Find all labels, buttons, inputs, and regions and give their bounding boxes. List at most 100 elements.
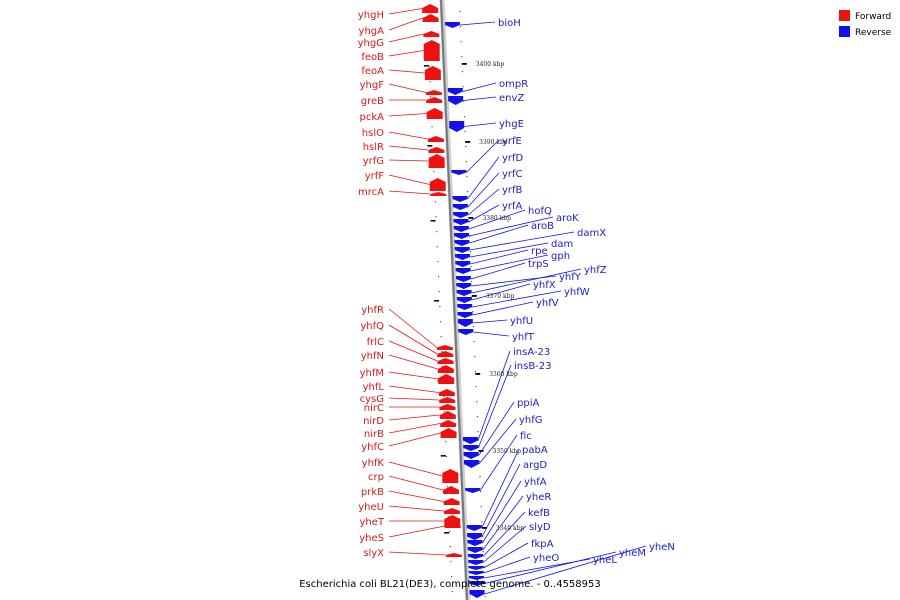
reverse-gene-label[interactable]: bioH: [498, 18, 521, 29]
reverse-gene-block[interactable]: [468, 566, 484, 570]
forward-gene-block[interactable]: [438, 374, 455, 384]
forward-gene-label[interactable]: yhgF: [360, 80, 385, 91]
reverse-gene-label[interactable]: kefB: [528, 508, 550, 519]
reverse-gene-block[interactable]: [467, 547, 483, 553]
forward-gene-block[interactable]: [440, 420, 457, 427]
forward-gene-label[interactable]: yheS: [359, 533, 384, 544]
reverse-gene-label[interactable]: yhfU: [510, 316, 533, 327]
reverse-gene-block[interactable]: [462, 437, 478, 444]
reverse-gene-block[interactable]: [451, 170, 467, 175]
reverse-gene-block[interactable]: [467, 533, 483, 540]
forward-gene-label[interactable]: yhgH: [358, 10, 384, 21]
forward-gene-block[interactable]: [423, 31, 440, 37]
forward-gene-block[interactable]: [444, 515, 461, 527]
reverse-gene-label[interactable]: yhfA: [524, 477, 547, 488]
reverse-gene-block[interactable]: [447, 88, 463, 95]
reverse-gene-label[interactable]: yhfV: [536, 298, 559, 309]
forward-gene-block[interactable]: [439, 397, 456, 403]
reverse-gene-block[interactable]: [463, 452, 479, 459]
forward-gene-block[interactable]: [437, 351, 454, 357]
forward-gene-label[interactable]: frlC: [367, 337, 384, 348]
forward-gene-block[interactable]: [429, 178, 446, 191]
reverse-gene-label[interactable]: yrfB: [502, 185, 523, 196]
forward-gene-block[interactable]: [445, 553, 462, 557]
reverse-gene-block[interactable]: [457, 312, 473, 318]
forward-gene-label[interactable]: yheT: [359, 517, 384, 528]
forward-gene-block[interactable]: [436, 345, 453, 350]
reverse-gene-label[interactable]: ppiA: [517, 398, 539, 409]
reverse-gene-block[interactable]: [455, 261, 471, 267]
reverse-gene-block[interactable]: [452, 204, 468, 210]
forward-gene-label[interactable]: yhfK: [362, 458, 385, 469]
forward-gene-label[interactable]: yhfM: [360, 368, 384, 379]
forward-gene-label[interactable]: yrfG: [363, 156, 384, 167]
forward-gene-label[interactable]: feoA: [361, 66, 384, 77]
forward-gene-block[interactable]: [444, 524, 461, 528]
reverse-gene-block[interactable]: [449, 121, 465, 132]
forward-gene-block[interactable]: [437, 358, 454, 364]
forward-gene-label[interactable]: hslR: [363, 142, 384, 153]
reverse-gene-block[interactable]: [452, 196, 468, 202]
forward-gene-label[interactable]: crp: [368, 472, 384, 483]
forward-gene-label[interactable]: yhfN: [361, 351, 384, 362]
forward-gene-label[interactable]: yhgA: [359, 26, 385, 37]
reverse-gene-label[interactable]: yrfE: [502, 136, 522, 147]
reverse-gene-label[interactable]: insA-23: [513, 347, 550, 358]
forward-gene-label[interactable]: yheU: [358, 502, 384, 513]
reverse-gene-label[interactable]: insB-23: [514, 361, 552, 372]
forward-gene-block[interactable]: [439, 411, 456, 419]
reverse-gene-label[interactable]: hofQ: [528, 206, 552, 217]
reverse-gene-label[interactable]: yhfT: [512, 332, 535, 343]
reverse-gene-label[interactable]: envZ: [499, 93, 524, 104]
reverse-gene-label[interactable]: yrfD: [502, 153, 524, 164]
forward-gene-block[interactable]: [442, 469, 459, 483]
reverse-gene-block[interactable]: [453, 219, 469, 225]
reverse-gene-label[interactable]: yheR: [526, 492, 551, 503]
reverse-gene-label[interactable]: yhfY: [559, 272, 582, 283]
reverse-gene-block[interactable]: [455, 268, 471, 274]
reverse-gene-block[interactable]: [463, 460, 479, 468]
reverse-gene-block[interactable]: [467, 540, 483, 546]
reverse-gene-block[interactable]: [463, 445, 479, 451]
reverse-gene-block[interactable]: [453, 226, 469, 232]
reverse-gene-block[interactable]: [456, 290, 472, 296]
forward-gene-block[interactable]: [424, 66, 441, 80]
forward-gene-label[interactable]: nirB: [364, 429, 384, 440]
reverse-gene-label[interactable]: slyD: [529, 522, 551, 533]
reverse-gene-block[interactable]: [454, 240, 470, 246]
reverse-gene-block[interactable]: [444, 22, 460, 28]
reverse-gene-block[interactable]: [453, 212, 469, 218]
forward-gene-block[interactable]: [426, 97, 443, 103]
reverse-gene-label[interactable]: yrfA: [502, 201, 523, 212]
reverse-gene-block[interactable]: [469, 590, 485, 598]
reverse-gene-block[interactable]: [456, 283, 472, 289]
forward-gene-block[interactable]: [443, 486, 460, 494]
forward-gene-block[interactable]: [437, 365, 454, 373]
reverse-gene-label[interactable]: yhfG: [519, 415, 543, 426]
forward-gene-block[interactable]: [427, 136, 444, 142]
forward-gene-block[interactable]: [425, 90, 442, 95]
forward-gene-label[interactable]: slyX: [363, 548, 384, 559]
reverse-gene-label[interactable]: argD: [523, 460, 547, 471]
reverse-gene-block[interactable]: [466, 525, 482, 531]
reverse-gene-label[interactable]: yheL: [593, 555, 617, 566]
forward-gene-label[interactable]: feoB: [361, 52, 384, 63]
reverse-gene-block[interactable]: [468, 560, 484, 565]
reverse-gene-block[interactable]: [456, 297, 472, 303]
reverse-gene-label[interactable]: dam: [551, 239, 573, 250]
forward-gene-block[interactable]: [440, 428, 457, 438]
forward-gene-block[interactable]: [430, 192, 447, 196]
reverse-gene-label[interactable]: yhfX: [533, 280, 556, 291]
reverse-gene-block[interactable]: [465, 488, 481, 493]
forward-gene-label[interactable]: nirC: [364, 403, 384, 414]
reverse-gene-block[interactable]: [457, 304, 473, 310]
forward-gene-block[interactable]: [428, 147, 445, 153]
forward-gene-label[interactable]: nirD: [363, 416, 384, 427]
reverse-gene-label[interactable]: pabA: [522, 445, 548, 456]
forward-gene-block[interactable]: [422, 4, 439, 13]
forward-gene-label[interactable]: cysG: [360, 394, 384, 405]
reverse-gene-label[interactable]: fkpA: [531, 539, 554, 550]
reverse-gene-block[interactable]: [468, 571, 484, 575]
reverse-gene-label[interactable]: yheM: [619, 548, 646, 559]
reverse-gene-block[interactable]: [458, 329, 474, 335]
